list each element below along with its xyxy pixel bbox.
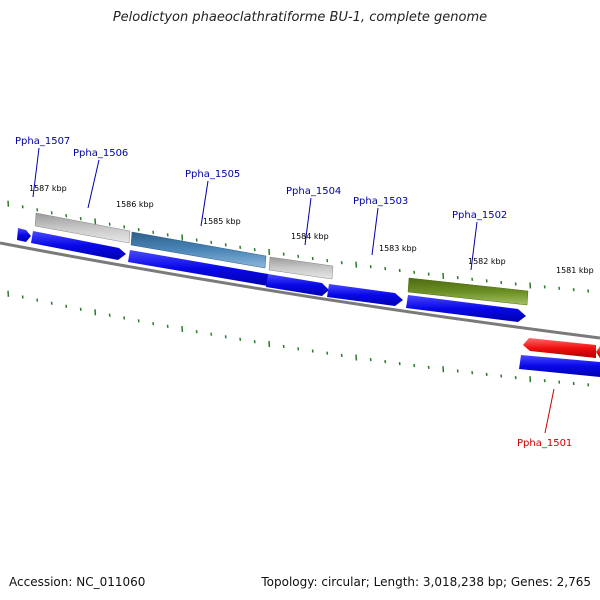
gene-label-ppha-1501[interactable]: Ppha_1501 — [517, 438, 572, 449]
feature-gray-1506[interactable] — [34, 212, 131, 244]
outer-tick-row — [7, 200, 590, 293]
feature-gray-1504[interactable] — [268, 256, 334, 280]
cds-arrow-1507[interactable] — [17, 228, 31, 242]
gene-label-ppha-1506[interactable]: Ppha_1506 — [73, 148, 128, 159]
gene-label-ppha-1503[interactable]: Ppha_1503 — [353, 196, 408, 207]
cds-arrow-next-reverse[interactable] — [596, 346, 600, 358]
cds-arrow-1501-forward[interactable] — [519, 355, 600, 377]
kbp-label-1584: 1584 kbp — [291, 232, 329, 241]
genome-backbone — [0, 241, 600, 340]
accession-text: Accession: NC_011060 — [9, 575, 146, 589]
forward-cds-row — [17, 228, 600, 377]
feature-row — [34, 212, 529, 306]
kbp-label-1582: 1582 kbp — [468, 257, 506, 266]
cds-arrow-1502[interactable] — [406, 295, 526, 322]
kbp-label-1581: 1581 kbp — [556, 266, 594, 275]
kbp-label-1586: 1586 kbp — [116, 200, 154, 209]
cds-arrow-1501-reverse[interactable] — [523, 338, 596, 358]
cds-arrow-1505[interactable] — [128, 250, 275, 286]
gene-label-ppha-1505[interactable]: Ppha_1505 — [185, 169, 240, 180]
feature-steelblue-1505[interactable] — [130, 231, 267, 269]
kbp-labels: 1587 kbp 1586 kbp 1585 kbp 1584 kbp 1583… — [29, 184, 594, 275]
cds-arrow-1506[interactable] — [31, 231, 126, 260]
cds-arrow-1503[interactable] — [327, 284, 403, 306]
gene-label-ppha-1502[interactable]: Ppha_1502 — [452, 210, 507, 221]
kbp-label-1585: 1585 kbp — [203, 217, 241, 226]
map-title: Pelodictyon phaeoclathratiforme BU-1, co… — [112, 10, 488, 25]
feature-olive-1502[interactable] — [407, 277, 529, 306]
gene-label-ppha-1504[interactable]: Ppha_1504 — [286, 186, 341, 197]
gene-label-ppha-1507[interactable]: Ppha_1507 — [15, 136, 70, 147]
genome-summary-text: Topology: circular; Length: 3,018,238 bp… — [261, 575, 591, 589]
inner-tick-row — [7, 290, 590, 387]
gene-leader-lines — [32, 147, 555, 434]
kbp-label-1583: 1583 kbp — [379, 244, 417, 253]
gene-labels: Ppha_1507 Ppha_1506 Ppha_1505 Ppha_1504 … — [15, 136, 572, 449]
kbp-label-1587: 1587 kbp — [29, 184, 67, 193]
cds-arrow-1504[interactable] — [266, 274, 329, 296]
